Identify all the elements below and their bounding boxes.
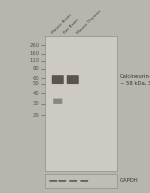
Text: Mouse Brain: Mouse Brain — [50, 13, 72, 35]
FancyBboxPatch shape — [69, 180, 77, 182]
Text: 260: 260 — [30, 43, 40, 48]
Text: 40: 40 — [33, 91, 40, 96]
FancyBboxPatch shape — [58, 180, 66, 182]
Text: Rat Brain: Rat Brain — [63, 18, 80, 35]
FancyBboxPatch shape — [52, 75, 64, 84]
FancyBboxPatch shape — [53, 99, 62, 104]
Bar — [45, 36, 117, 171]
FancyBboxPatch shape — [49, 180, 57, 182]
Text: Mouse Thymus: Mouse Thymus — [76, 9, 102, 35]
Text: 30: 30 — [33, 102, 40, 106]
Text: 80: 80 — [33, 66, 40, 71]
FancyBboxPatch shape — [67, 75, 79, 84]
Text: 20: 20 — [33, 113, 40, 118]
FancyBboxPatch shape — [80, 180, 88, 182]
Text: 110: 110 — [30, 58, 40, 63]
Text: Calcineurin-A
~ 58 kDa, 32 kDa: Calcineurin-A ~ 58 kDa, 32 kDa — [120, 74, 150, 85]
Text: GAPDH: GAPDH — [120, 179, 139, 183]
Text: 50: 50 — [33, 81, 40, 86]
Bar — [45, 174, 117, 188]
Text: 60: 60 — [33, 76, 40, 81]
Text: 160: 160 — [30, 52, 40, 56]
